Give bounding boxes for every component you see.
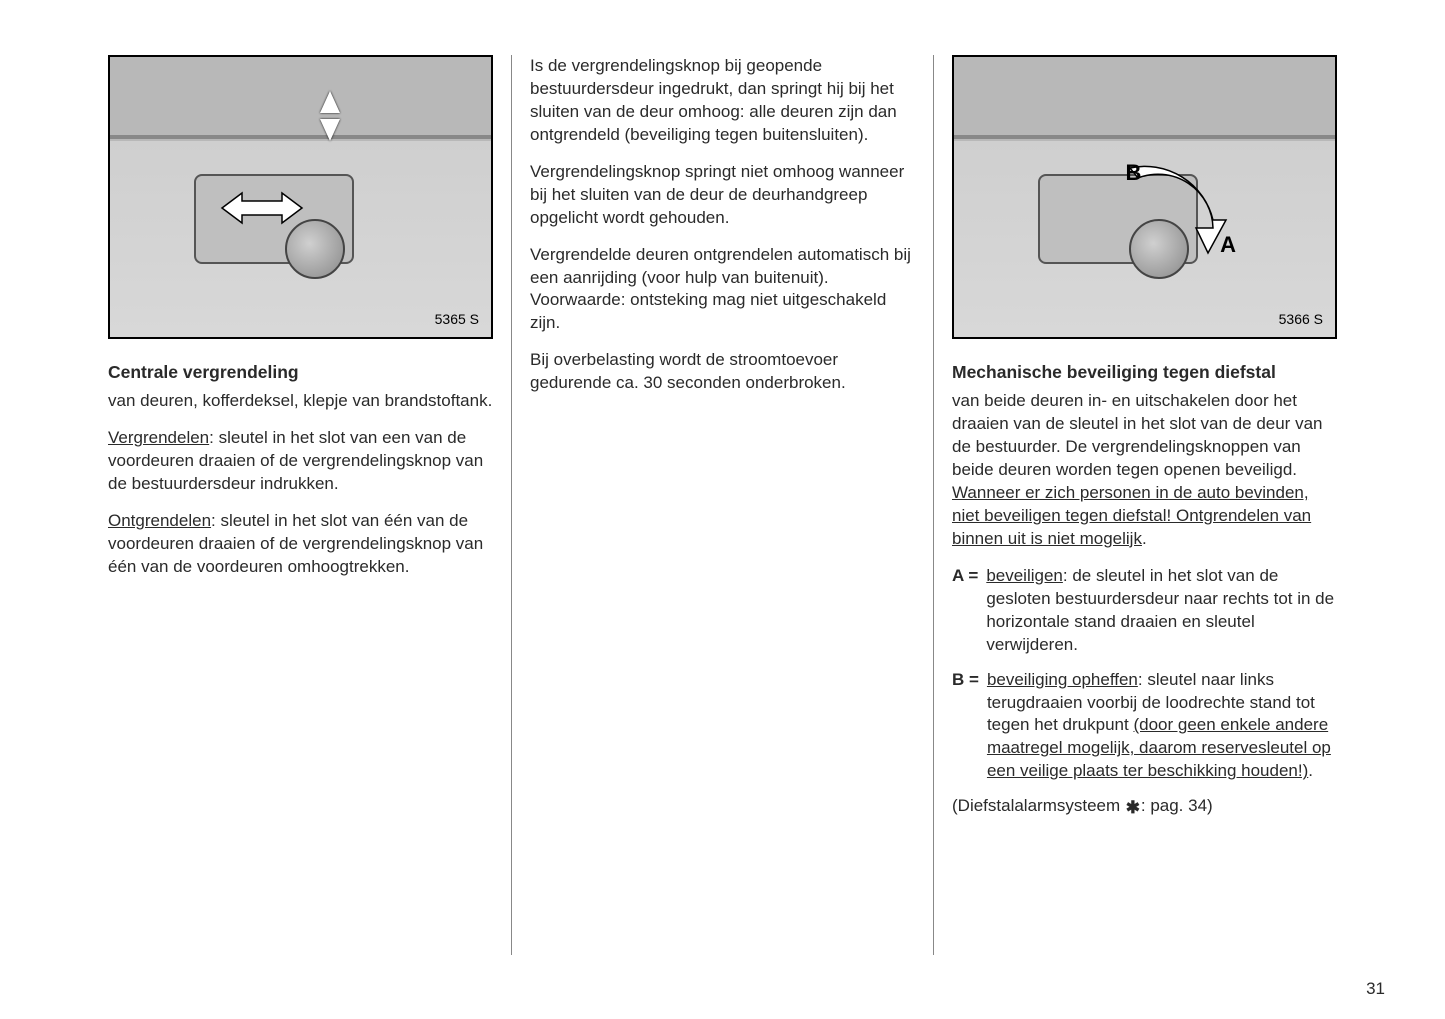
col3-heading: Mechanische beveiliging tegen diefstal <box>952 361 1337 385</box>
arrow-down-icon <box>320 119 340 141</box>
footer-b: : pag. 34) <box>1141 796 1213 815</box>
def-a-eq: = <box>964 566 979 585</box>
def-a-label: A = <box>952 565 978 657</box>
definition-b: B = beveiliging opheffen: sleutel naar l… <box>952 669 1337 784</box>
col1-p2: Vergrendelen: sleutel in het slot van ee… <box>108 427 493 496</box>
arrow-leftright-icon <box>217 188 307 228</box>
col1-p3-underline: Ontgrendelen <box>108 511 211 530</box>
def-b-letter: B <box>952 670 964 689</box>
figure-1-label: 5365 S <box>435 310 479 329</box>
snowflake-icon: ✱ <box>1125 800 1141 816</box>
figure-2-label-b: B <box>1125 158 1141 188</box>
def-b-end: . <box>1308 761 1313 780</box>
col3-p1-a: van beide deuren in- en uitschakelen doo… <box>952 391 1322 479</box>
col2-p2: Vergrendelingsknop springt niet omhoog w… <box>530 161 915 230</box>
col1-p1: van deuren, kofferdeksel, klepje van bra… <box>108 390 493 413</box>
page-number: 31 <box>1366 978 1385 1001</box>
col1-heading: Centrale vergrendeling <box>108 361 493 385</box>
def-a-letter: A <box>952 566 964 585</box>
column-1: 5365 S Centrale vergrendeling van deuren… <box>90 55 511 955</box>
def-a-body: beveiligen: de sleutel in het slot van d… <box>986 565 1337 657</box>
column-3: A B 5366 S Mechanische beveiliging tegen… <box>934 55 1355 955</box>
col3-p1-underline: Wanneer er zich personen in de auto bevi… <box>952 483 1311 548</box>
column-2: Is de vergrendelingsknop bij geopende be… <box>511 55 934 955</box>
figure-2-label: 5366 S <box>1279 310 1323 329</box>
col3-p1: van beide deuren in- en uitschakelen doo… <box>952 390 1337 551</box>
def-b-label: B = <box>952 669 979 784</box>
def-b-underline: beveiliging opheffen <box>987 670 1138 689</box>
col1-p3: Ontgrendelen: sleutel in het slot van éé… <box>108 510 493 579</box>
col2-p3: Vergrendelde deuren ontgrendelen automat… <box>530 244 915 336</box>
col2-p4: Bij overbelasting wordt de stroomtoevoer… <box>530 349 915 395</box>
roof-line-2 <box>954 135 1335 139</box>
definition-a: A = beveiligen: de sleutel in het slot v… <box>952 565 1337 657</box>
footer-a: (Diefstalalarmsysteem <box>952 796 1125 815</box>
col1-p2-underline: Vergrendelen <box>108 428 209 447</box>
page-columns: 5365 S Centrale vergrendeling van deuren… <box>90 55 1355 955</box>
def-b-body: beveiliging opheffen: sleutel naar links… <box>987 669 1337 784</box>
col3-footer: (Diefstalalarmsysteem ✱: pag. 34) <box>952 795 1337 818</box>
col3-p1-end: . <box>1142 529 1147 548</box>
figure-2: A B 5366 S <box>952 55 1337 339</box>
figure-1: 5365 S <box>108 55 493 339</box>
arrow-up-icon <box>320 91 340 113</box>
def-a-underline: beveiligen <box>986 566 1063 585</box>
figure-2-label-a: A <box>1220 230 1236 260</box>
roof-line <box>110 135 491 139</box>
def-b-eq: = <box>964 670 979 689</box>
col2-p1: Is de vergrendelingsknop bij geopende be… <box>530 55 915 147</box>
